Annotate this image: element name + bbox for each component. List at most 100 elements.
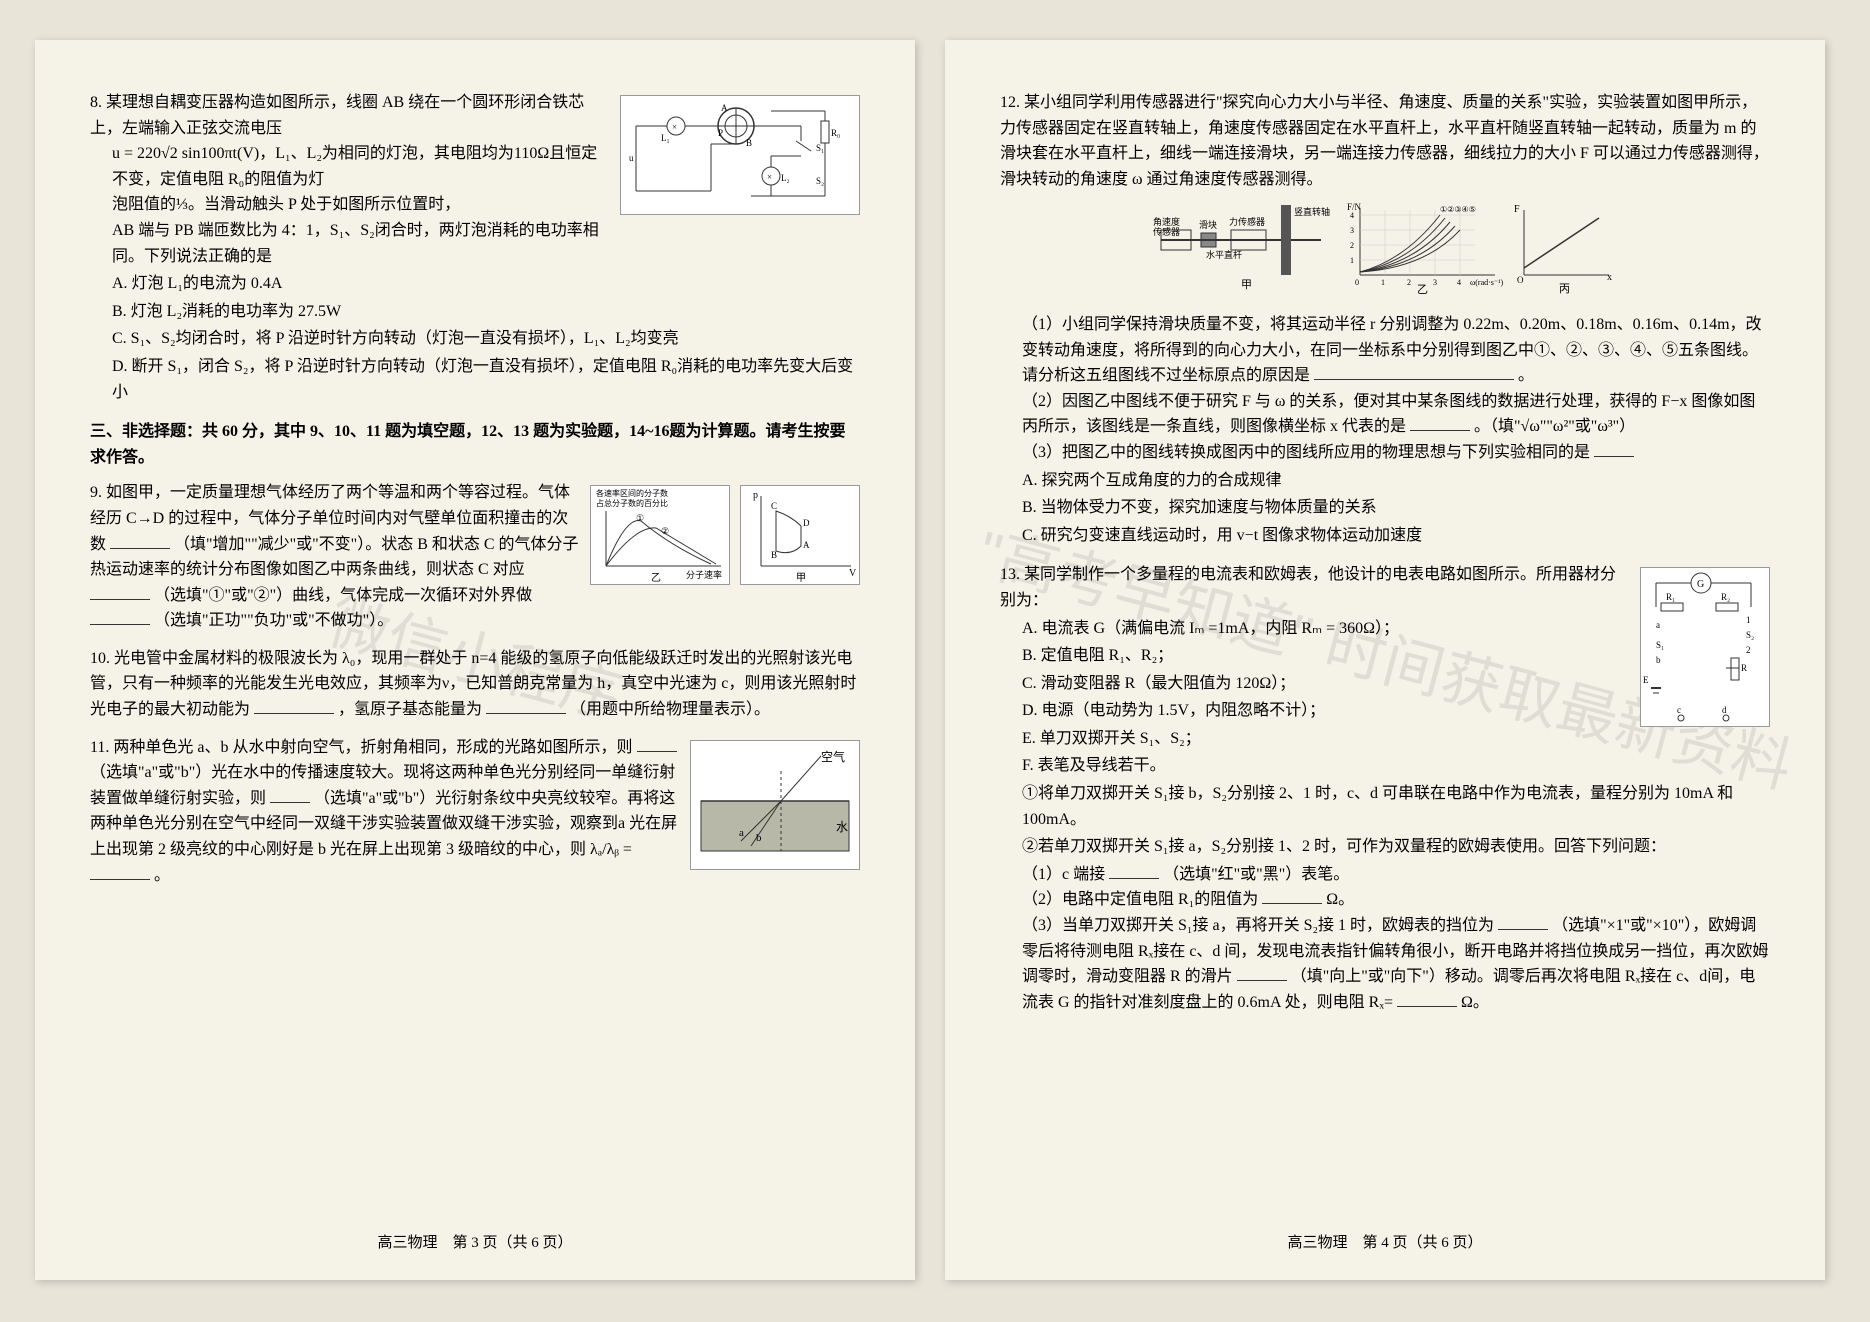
q12-option-c: C. 研究匀变速直线运动时，用 v−t 图像求物体运动加速度 bbox=[1000, 523, 1770, 549]
q12-option-a: A. 探究两个互成角度的力的合成规律 bbox=[1000, 468, 1770, 494]
svg-text:B: B bbox=[746, 138, 752, 148]
svg-text:ω(rad·s⁻¹): ω(rad·s⁻¹) bbox=[1470, 278, 1504, 287]
q11-number: 11. bbox=[90, 739, 109, 756]
q13-cond1: ①将单刀双掷开关 S₁接 b，S₂分别接 2、1 时，c、d 可串联在电路中作为… bbox=[1000, 781, 1770, 832]
q8-number: 8. bbox=[90, 94, 102, 111]
q9-blank2 bbox=[90, 599, 150, 600]
svg-text:4: 4 bbox=[1457, 278, 1461, 287]
svg-text:S₂: S₂ bbox=[1746, 630, 1754, 640]
svg-text:d: d bbox=[1722, 705, 1727, 715]
q9-text4: （选填"正功""负功"或"不做功"）。 bbox=[154, 612, 393, 629]
svg-text:1: 1 bbox=[1350, 256, 1354, 265]
svg-text:滑块: 滑块 bbox=[1199, 219, 1217, 230]
q10-text2: ，氢原子基态能量为 bbox=[338, 701, 482, 718]
svg-text:甲: 甲 bbox=[796, 573, 806, 584]
q12-blank1 bbox=[1314, 379, 1514, 380]
q11-fraction: λₐ/λᵦ = bbox=[590, 841, 632, 858]
svg-text:p: p bbox=[753, 490, 758, 501]
question-12: 12. 某小组同学利用传感器进行"探究向心力大小与半径、角速度、质量的关系"实验… bbox=[1000, 90, 1770, 550]
q8-text3: AB 端与 PB 端匝数比为 4：1，S₁、S₂闭合时，两灯泡消耗的电功率相同。… bbox=[90, 218, 860, 269]
svg-text:b: b bbox=[756, 832, 762, 844]
svg-text:D: D bbox=[803, 518, 810, 528]
svg-text:0: 0 bbox=[1355, 278, 1359, 287]
q11-blank2 bbox=[270, 802, 310, 803]
q12-figures: 角速度 传感器 滑块 力传感器 水平直杆 竖直转轴 甲 F/N bbox=[1000, 200, 1770, 304]
page-4: "高考早知道" 时间获取最新资料 12. 某小组同学利用传感器进行"探究向心力大… bbox=[945, 40, 1825, 1280]
svg-text:角速度: 角速度 bbox=[1153, 216, 1180, 227]
q12-text: 某小组同学利用传感器进行"探究向心力大小与半径、角速度、质量的关系"实验，实验装… bbox=[1000, 94, 1769, 188]
q13-blank2 bbox=[1262, 903, 1322, 904]
svg-text:乙: 乙 bbox=[1417, 283, 1428, 295]
svg-text:3: 3 bbox=[1350, 226, 1354, 235]
svg-text:分子速率: 分子速率 bbox=[686, 569, 722, 580]
svg-text:G: G bbox=[1697, 579, 1704, 590]
svg-text:R₀: R₀ bbox=[831, 128, 840, 138]
q8-option-d: D. 断开 S₁，闭合 S₂，将 P 沿逆时针方向转动（灯泡一直没有损坏），定值… bbox=[90, 354, 860, 405]
svg-text:R₁: R₁ bbox=[1666, 592, 1675, 602]
q12-number: 12. bbox=[1000, 94, 1020, 111]
q9-blank3 bbox=[90, 624, 150, 625]
svg-text:各速率区间的分子数: 各速率区间的分子数 bbox=[596, 488, 668, 498]
svg-text:R: R bbox=[1741, 663, 1747, 673]
q12-sub1: （1）小组同学保持滑块质量不变，将其运动半径 r 分别调整为 0.22m、0.2… bbox=[1000, 312, 1770, 389]
svg-text:丙: 丙 bbox=[1559, 283, 1570, 295]
svg-text:S₁: S₁ bbox=[816, 143, 824, 153]
q9-pv-graph: p V C D A B 甲 bbox=[740, 485, 860, 585]
svg-text:力传感器: 力传感器 bbox=[1229, 216, 1265, 227]
q10-blank2 bbox=[486, 713, 566, 714]
q11-text: 两种单色光 a、b 从水中射向空气，折射角相同，形成的光路如图所示，则 bbox=[113, 739, 632, 756]
q8-text: 某理想自耦变压器构造如图所示，线圈 AB 绕在一个圆环形闭合铁芯上，左端输入正弦… bbox=[90, 94, 584, 137]
svg-text:乙: 乙 bbox=[651, 572, 661, 584]
question-9: p V C D A B 甲 各速率区间的分子数 占总分子数的百分比 bbox=[90, 480, 860, 634]
q11-blank1 bbox=[637, 751, 677, 752]
q13-item-f: F. 表笔及导线若干。 bbox=[1000, 753, 1770, 779]
svg-text:水平直杆: 水平直杆 bbox=[1206, 249, 1242, 260]
svg-text:L₁: L₁ bbox=[661, 133, 670, 143]
svg-text:B: B bbox=[771, 550, 777, 560]
svg-text:E: E bbox=[1643, 675, 1649, 685]
section-3-header: 三、非选择题：共 60 分，其中 9、10、11 题为填空题，12、13 题为实… bbox=[90, 419, 860, 470]
q9-text3: （选填"①"或"②"）曲线，气体完成一次循环对外界做 bbox=[154, 587, 532, 604]
svg-text:a: a bbox=[1656, 620, 1660, 630]
q10-text3: （用题中所给物理量表示）。 bbox=[570, 701, 770, 718]
svg-text:2: 2 bbox=[1407, 278, 1411, 287]
page-3: 微信小程序 A B P × L₁ × L₂ R₀ bbox=[35, 40, 915, 1280]
q8-circuit-figure: A B P × L₁ × L₂ R₀ S₁ bbox=[620, 95, 860, 215]
svg-text:L₂: L₂ bbox=[781, 173, 790, 183]
q13-blank1 bbox=[1109, 878, 1159, 879]
q13-text: 某同学制作一个多量程的电流表和欧姆表，他设计的电表电路如图所示。所用器材分别为： bbox=[1000, 566, 1616, 609]
q11-light-figure: 空气 a b 水 bbox=[690, 740, 860, 870]
q8-option-c: C. S₁、S₂均闭合时，将 P 沿逆时针方向转动（灯泡一直没有损坏），L₁、L… bbox=[90, 326, 860, 352]
svg-text:①: ① bbox=[636, 513, 644, 523]
svg-text:S₂: S₂ bbox=[816, 176, 824, 186]
svg-text:占总分子数的百分比: 占总分子数的百分比 bbox=[596, 498, 668, 508]
svg-text:2: 2 bbox=[1350, 241, 1354, 250]
svg-text:O: O bbox=[1517, 275, 1524, 285]
q13-blank4 bbox=[1237, 980, 1287, 981]
svg-text:竖直转轴: 竖直转轴 bbox=[1294, 206, 1330, 217]
question-11: 空气 a b 水 11. 两种单色光 a、b 从水中射向空气，折射角相同，形成的… bbox=[90, 735, 860, 889]
q8-option-a: A. 灯泡 L₁的电流为 0.4A bbox=[90, 271, 860, 297]
question-10: 10. 光电管中金属材料的极限波长为 λ₀，现用一群处于 n=4 能级的氢原子向… bbox=[90, 646, 860, 723]
q9-blank1 bbox=[110, 548, 170, 549]
q12-blank3 bbox=[1594, 456, 1634, 457]
q9-text2: （填"增加""减少"或"不变"）。状态 B 和状态 C 的气体分子热运动速率的统… bbox=[90, 536, 579, 579]
q12-option-b: B. 当物体受力不变，探究加速度与物体质量的关系 bbox=[1000, 495, 1770, 521]
q13-sub2: （2）电路中定值电阻 R₁的阻值为 Ω。 bbox=[1000, 887, 1770, 913]
svg-text:b: b bbox=[1656, 655, 1661, 665]
q10-number: 10. bbox=[90, 650, 110, 667]
page3-footer: 高三物理 第 3 页（共 6 页） bbox=[35, 1231, 915, 1255]
svg-text:空气: 空气 bbox=[821, 749, 845, 764]
q13-blank5 bbox=[1397, 1006, 1457, 1007]
svg-text:1: 1 bbox=[1746, 615, 1751, 625]
q12-sub2: （2）因图乙中图线不便于研究 F 与 ω 的关系，便对其中某条图线的数据进行处理… bbox=[1000, 389, 1770, 440]
svg-text:a: a bbox=[739, 827, 744, 839]
q11-text4: 。 bbox=[154, 867, 170, 884]
question-13: G R₁ R₂ 1 S₂ 2 R E a S₁ b c d bbox=[1000, 562, 1770, 1015]
svg-text:A: A bbox=[721, 103, 728, 113]
svg-text:①②③④⑤: ①②③④⑤ bbox=[1440, 205, 1476, 214]
page4-footer: 高三物理 第 4 页（共 6 页） bbox=[945, 1231, 1825, 1255]
svg-text:x: x bbox=[1607, 272, 1612, 283]
svg-text:V: V bbox=[849, 568, 857, 579]
q13-number: 13. bbox=[1000, 566, 1020, 583]
